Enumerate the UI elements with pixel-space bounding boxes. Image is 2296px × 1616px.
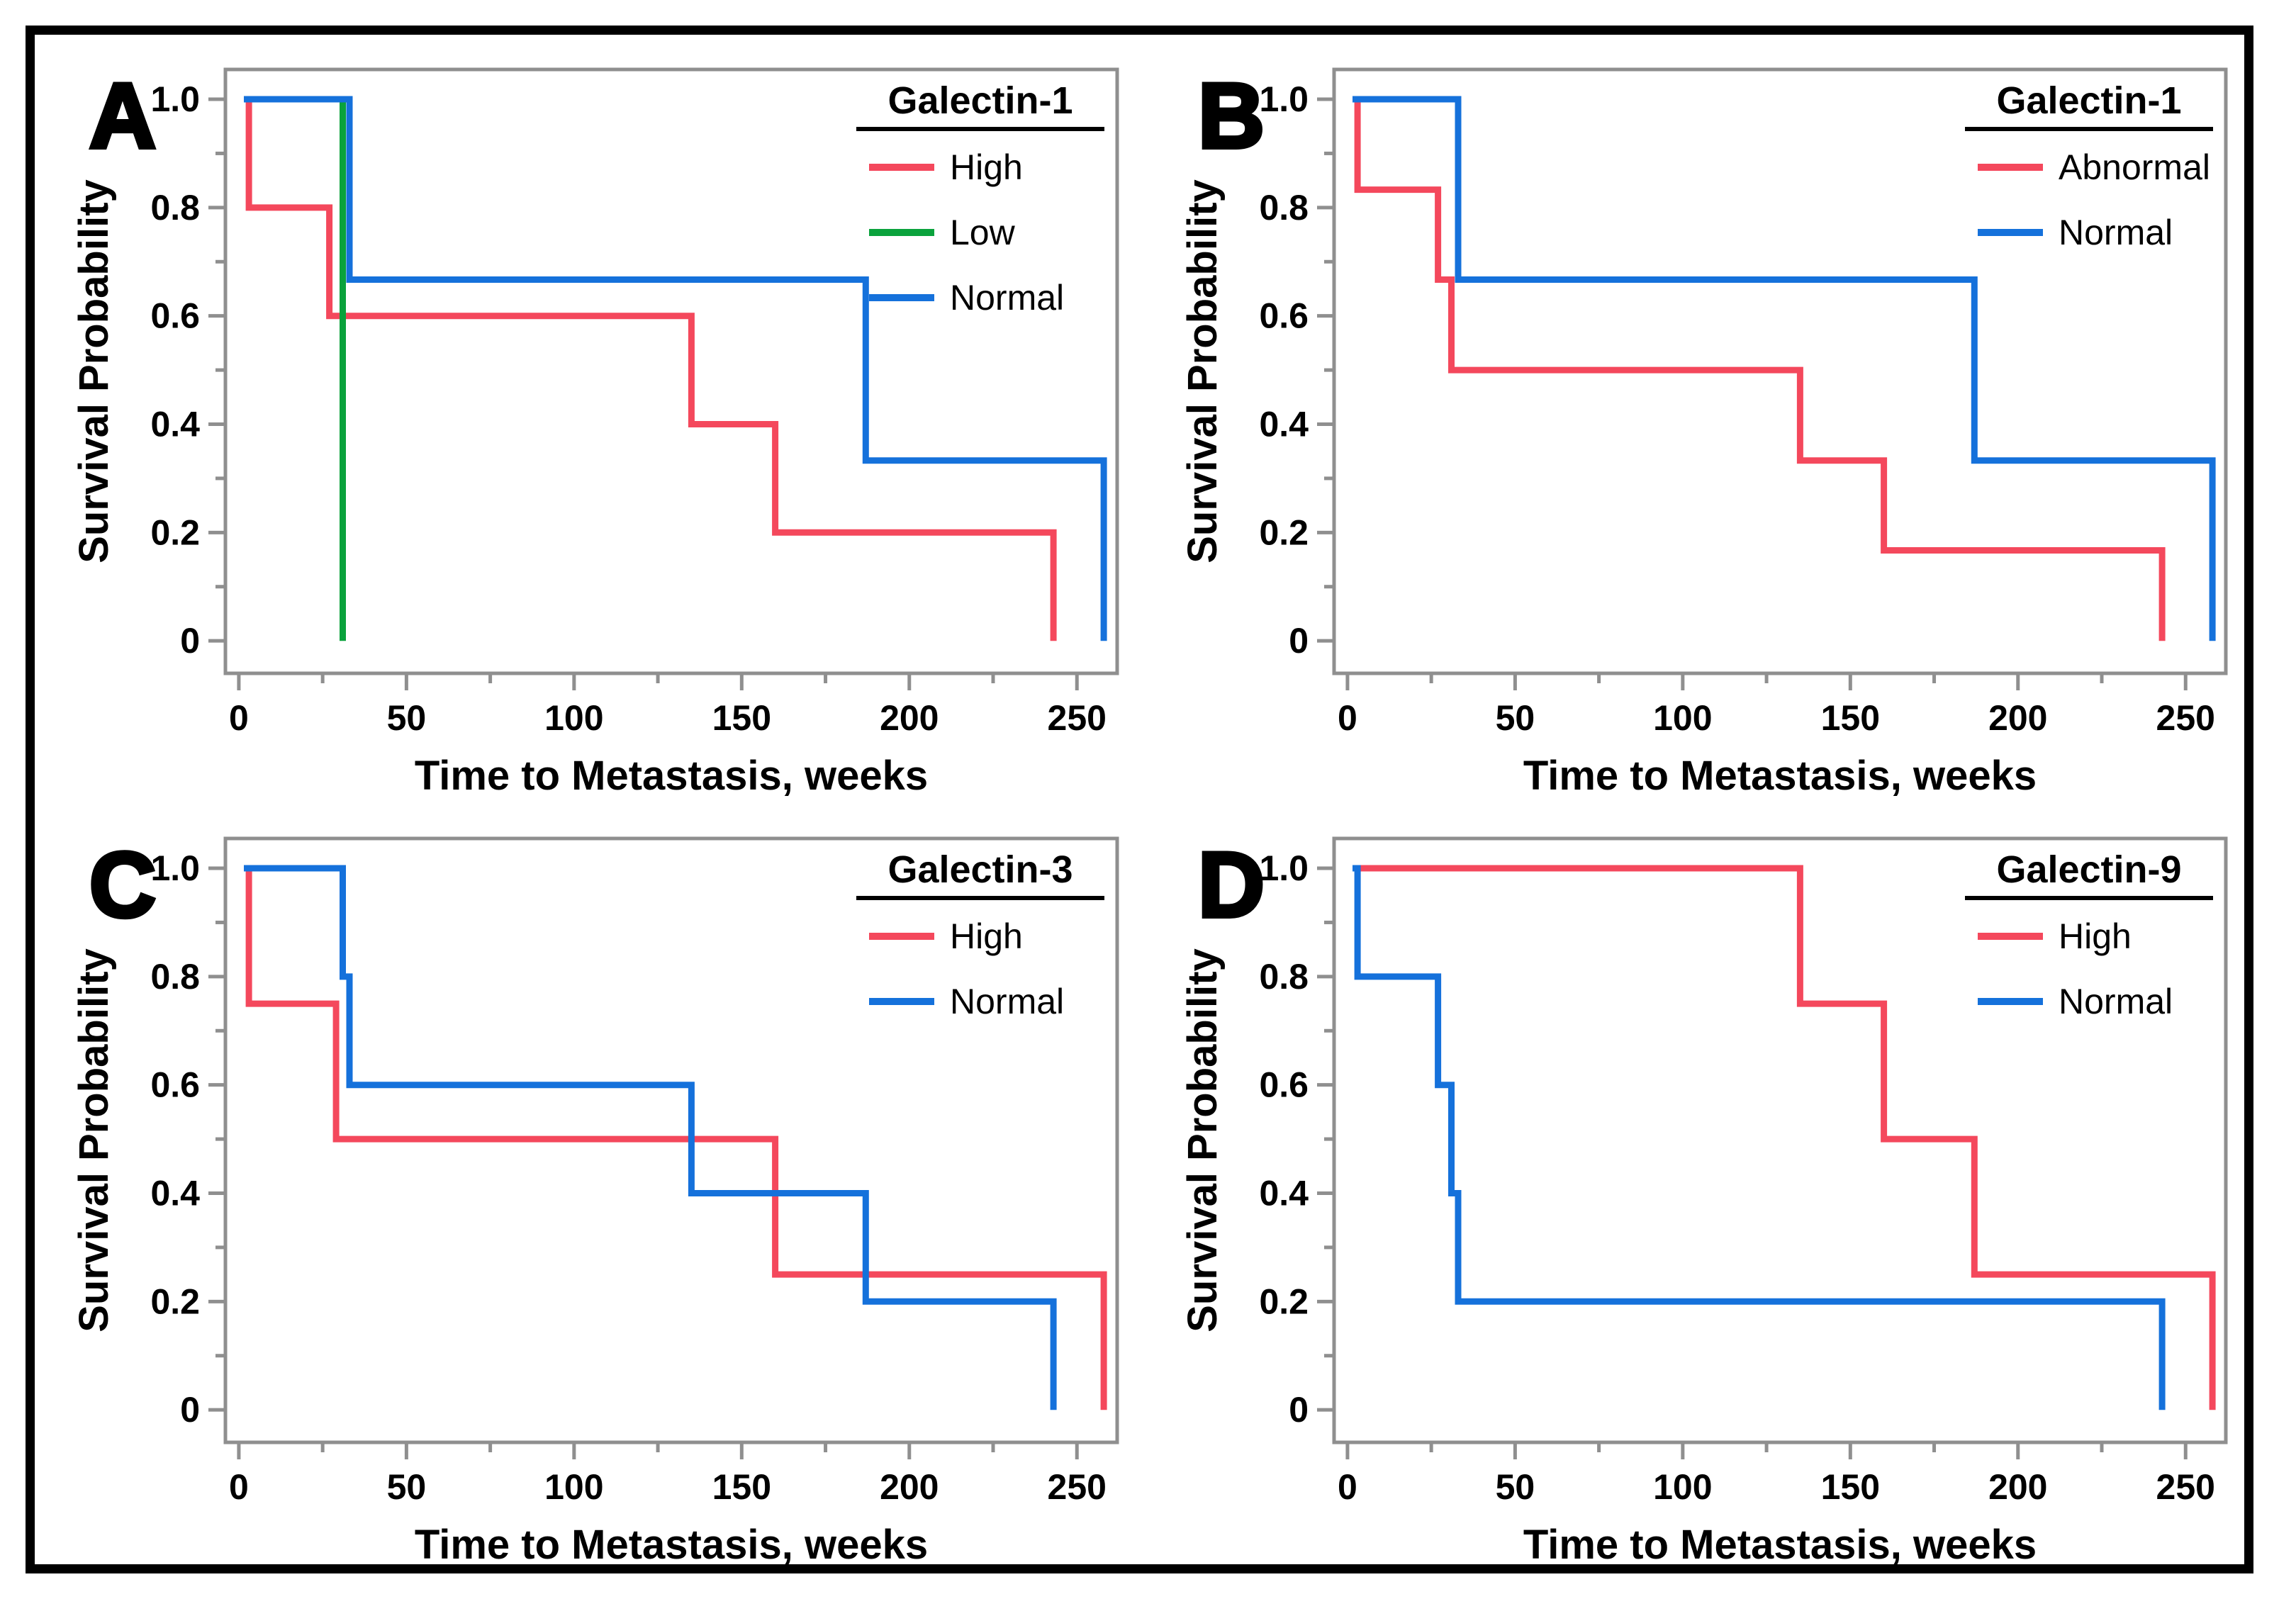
curve-low xyxy=(244,96,346,641)
legend: Galectin-1 High Low Normal xyxy=(856,79,1104,318)
y-tick-label: 0.8 xyxy=(150,188,200,228)
x-tick-label: 100 xyxy=(544,1467,603,1507)
panel-a-chart: 0 50 100 150 200 250 1.0 0.8 0.6 0.4 0.2 0 Time to M… xyxy=(71,62,1119,799)
y-tick-label: 0.4 xyxy=(150,1174,200,1213)
legend-title: Galectin-9 xyxy=(1996,848,2181,891)
curve-high xyxy=(244,96,1057,641)
y-tick-label: 1.0 xyxy=(1259,848,1309,888)
legend-label-normal: Normal xyxy=(2059,213,2173,252)
x-tick-label: 200 xyxy=(880,1467,939,1507)
x-tick-label: 200 xyxy=(880,698,939,738)
curve-high xyxy=(244,865,1107,1410)
panel-c-chart: 0 50 100 150 200 250 1.0 0.8 0.6 0.4 0.2 0 Time to M… xyxy=(71,831,1119,1568)
curve-normal xyxy=(244,865,1057,1410)
curve-normal xyxy=(1353,96,2216,641)
y-tick-label: 0.6 xyxy=(150,1065,200,1105)
x-axis-title: Time to Metastasis, weeks xyxy=(415,753,928,799)
panel-d-chart: 0 50 100 150 200 250 1.0 0.8 0.6 0.4 0.2 0 Time to M… xyxy=(1180,831,2228,1568)
y-tick-label: 0.6 xyxy=(150,296,200,336)
y-tick-label: 0.8 xyxy=(1259,188,1309,228)
y-tick-label: 0.8 xyxy=(1259,957,1309,997)
y-tick-label: 0 xyxy=(1289,1390,1309,1430)
legend: Galectin-1 Abnormal Normal xyxy=(1965,79,2213,252)
y-axis-title: Survival Probability xyxy=(1180,179,1226,563)
legend-title: Galectin-1 xyxy=(1996,79,2181,122)
x-tick-label: 150 xyxy=(1821,698,1880,738)
x-axis-title: Time to Metastasis, weeks xyxy=(1523,753,2037,799)
legend-label-low: Low xyxy=(950,213,1016,252)
curve-high xyxy=(1353,865,2216,1410)
legend-title: Galectin-1 xyxy=(887,79,1073,122)
y-tick-label: 0 xyxy=(180,621,200,661)
y-tick-label: 0.8 xyxy=(150,957,200,997)
legend-label-high: High xyxy=(950,147,1023,187)
y-tick-label: 1.0 xyxy=(150,79,200,119)
legend-label-abnormal: Abnormal xyxy=(2059,147,2210,187)
x-tick-label: 50 xyxy=(1496,698,1535,738)
y-tick-label: 0.2 xyxy=(150,512,200,552)
y-tick-label: 0 xyxy=(1289,621,1309,661)
x-tick-label: 0 xyxy=(229,1467,249,1507)
y-axis-title: Survival Probability xyxy=(1180,948,1226,1332)
legend-label-normal: Normal xyxy=(2059,982,2173,1021)
x-axis-title: Time to Metastasis, weeks xyxy=(1523,1522,2037,1568)
legend-label-high: High xyxy=(2059,916,2132,956)
x-tick-label: 100 xyxy=(1653,1467,1712,1507)
x-tick-label: 50 xyxy=(1496,1467,1535,1507)
x-tick-label: 250 xyxy=(1048,698,1107,738)
curve-abnormal xyxy=(1353,96,2166,641)
x-tick-label: 100 xyxy=(544,698,603,738)
x-tick-label: 150 xyxy=(712,698,771,738)
y-tick-label: 0.4 xyxy=(150,405,200,444)
legend: Galectin-9 High Normal xyxy=(1965,848,2213,1021)
y-axis-title: Survival Probability xyxy=(71,948,117,1332)
y-tick-label: 0.2 xyxy=(1259,1281,1309,1321)
legend-label-normal: Normal xyxy=(950,982,1064,1021)
x-tick-label: 0 xyxy=(1338,698,1357,738)
panel-letter: C xyxy=(89,833,156,936)
x-tick-label: 0 xyxy=(229,698,249,738)
legend-label-high: High xyxy=(950,916,1023,956)
curve-normal xyxy=(244,96,1107,641)
x-tick-label: 250 xyxy=(2156,1467,2215,1507)
x-tick-label: 200 xyxy=(1988,1467,2047,1507)
y-tick-label: 0.4 xyxy=(1259,405,1309,444)
x-tick-label: 0 xyxy=(1338,1467,1357,1507)
panel-letter: A xyxy=(89,64,156,167)
y-tick-label: 0.2 xyxy=(1259,512,1309,552)
x-tick-label: 200 xyxy=(1988,698,2047,738)
x-tick-label: 250 xyxy=(2156,698,2215,738)
y-tick-label: 0.2 xyxy=(150,1281,200,1321)
x-tick-label: 50 xyxy=(387,698,427,738)
x-tick-label: 50 xyxy=(387,1467,427,1507)
y-axis-title: Survival Probability xyxy=(71,179,117,563)
figure-frame: 0 50 100 150 200 250 1.0 0.8 0.6 0.4 0.2 0 Time to M… xyxy=(26,26,2253,1573)
panel-letter: D xyxy=(1198,833,1265,936)
y-tick-label: 0 xyxy=(180,1390,200,1430)
y-tick-label: 0.6 xyxy=(1259,296,1309,336)
x-axis-title: Time to Metastasis, weeks xyxy=(415,1522,928,1568)
panel-letter: B xyxy=(1198,64,1265,167)
y-tick-label: 1.0 xyxy=(150,848,200,888)
curve-normal xyxy=(1353,865,2166,1410)
y-tick-label: 0.6 xyxy=(1259,1065,1309,1105)
legend-title: Galectin-3 xyxy=(887,848,1073,891)
panel-b-chart: 0 50 100 150 200 250 1.0 0.8 0.6 0.4 0.2 0 Time to M… xyxy=(1180,62,2228,799)
legend: Galectin-3 High Normal xyxy=(856,848,1104,1021)
legend-label-normal: Normal xyxy=(950,278,1064,318)
x-tick-label: 150 xyxy=(1821,1467,1880,1507)
x-tick-label: 250 xyxy=(1048,1467,1107,1507)
x-tick-label: 100 xyxy=(1653,698,1712,738)
x-tick-label: 150 xyxy=(712,1467,771,1507)
panels-grid: 0 50 100 150 200 250 1.0 0.8 0.6 0.4 0.2 0 Time to M… xyxy=(35,35,2244,1568)
y-tick-label: 1.0 xyxy=(1259,79,1309,119)
y-tick-label: 0.4 xyxy=(1259,1174,1309,1213)
